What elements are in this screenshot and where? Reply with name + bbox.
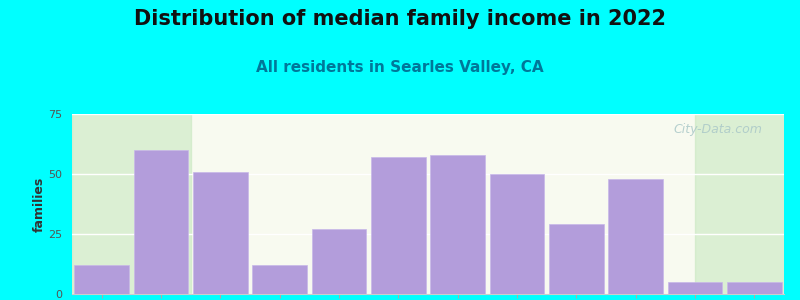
- Text: City-Data.com: City-Data.com: [674, 123, 762, 136]
- Bar: [74, 265, 129, 294]
- Bar: [608, 179, 663, 294]
- Bar: [134, 150, 188, 294]
- Text: All residents in Searles Valley, CA: All residents in Searles Valley, CA: [256, 60, 544, 75]
- Text: Distribution of median family income in 2022: Distribution of median family income in …: [134, 9, 666, 29]
- Bar: [72, 114, 190, 294]
- Bar: [695, 114, 800, 294]
- Bar: [312, 229, 366, 294]
- Bar: [430, 155, 485, 294]
- Bar: [549, 224, 604, 294]
- Bar: [668, 282, 722, 294]
- Bar: [193, 172, 248, 294]
- Bar: [252, 265, 307, 294]
- Bar: [727, 282, 782, 294]
- Bar: [490, 174, 544, 294]
- Bar: [371, 157, 426, 294]
- Y-axis label: families: families: [32, 176, 46, 232]
